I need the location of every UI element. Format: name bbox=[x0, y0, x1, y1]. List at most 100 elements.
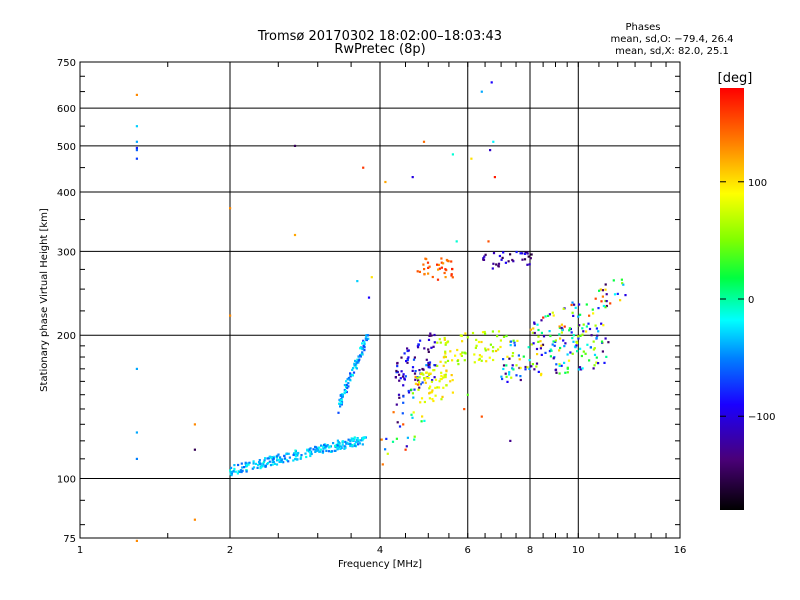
data-point bbox=[519, 252, 522, 255]
data-point bbox=[423, 379, 426, 382]
data-point bbox=[358, 439, 361, 442]
data-point bbox=[423, 347, 426, 350]
data-point bbox=[340, 402, 343, 405]
x-tick-label: 16 bbox=[674, 545, 687, 556]
data-point bbox=[252, 466, 256, 469]
data-point bbox=[444, 343, 447, 346]
data-point bbox=[570, 331, 573, 334]
data-point bbox=[535, 365, 538, 368]
data-point bbox=[509, 253, 512, 256]
data-point bbox=[423, 272, 426, 276]
data-point bbox=[501, 256, 504, 259]
data-point bbox=[282, 461, 285, 464]
data-point bbox=[426, 261, 430, 264]
data-point bbox=[433, 341, 436, 344]
data-point bbox=[526, 263, 529, 266]
y-tick-label: 750 bbox=[57, 58, 76, 69]
data-point bbox=[490, 81, 493, 84]
data-point bbox=[540, 372, 543, 375]
data-point bbox=[487, 348, 490, 351]
data-point bbox=[563, 361, 566, 364]
data-point bbox=[579, 347, 582, 350]
data-point bbox=[433, 376, 436, 379]
phases-label: Phases bbox=[625, 22, 660, 33]
x-axis-label: Frequency [MHz] bbox=[338, 559, 422, 570]
data-point bbox=[473, 353, 476, 356]
data-point bbox=[524, 365, 527, 369]
data-point bbox=[566, 371, 569, 374]
data-point bbox=[385, 437, 388, 440]
data-point bbox=[572, 314, 575, 317]
data-point bbox=[268, 455, 271, 458]
data-point bbox=[558, 363, 561, 366]
data-point bbox=[529, 257, 532, 260]
data-point bbox=[588, 327, 592, 331]
data-point bbox=[513, 344, 516, 347]
data-point bbox=[555, 371, 558, 374]
data-point bbox=[340, 399, 343, 402]
data-point bbox=[348, 378, 351, 381]
data-point bbox=[135, 140, 138, 143]
data-point bbox=[436, 278, 440, 281]
data-point bbox=[548, 350, 551, 353]
data-point bbox=[268, 460, 271, 463]
data-point bbox=[495, 349, 498, 353]
data-point bbox=[563, 345, 566, 348]
data-point bbox=[443, 374, 446, 377]
data-point bbox=[532, 342, 535, 345]
data-point bbox=[451, 391, 454, 394]
data-point bbox=[463, 408, 466, 411]
data-point bbox=[554, 339, 557, 342]
data-point bbox=[346, 378, 349, 381]
data-point bbox=[466, 336, 469, 339]
data-point bbox=[533, 321, 536, 324]
data-point bbox=[473, 361, 476, 364]
data-point bbox=[416, 377, 419, 380]
data-point bbox=[516, 339, 519, 342]
data-point bbox=[248, 461, 251, 464]
data-point bbox=[299, 456, 303, 459]
data-point bbox=[343, 392, 346, 395]
data-point bbox=[499, 345, 502, 349]
data-point bbox=[401, 412, 404, 415]
data-point bbox=[349, 444, 352, 448]
data-point bbox=[508, 371, 511, 374]
data-point bbox=[619, 299, 622, 302]
data-point bbox=[502, 335, 506, 338]
data-point bbox=[399, 377, 402, 380]
data-point bbox=[341, 440, 345, 443]
data-point bbox=[258, 461, 261, 464]
data-point bbox=[351, 439, 354, 442]
data-point bbox=[497, 265, 500, 268]
data-point bbox=[489, 149, 492, 152]
data-point bbox=[135, 93, 138, 96]
data-point bbox=[339, 394, 342, 397]
data-point bbox=[428, 387, 431, 390]
data-point bbox=[292, 459, 295, 462]
data-point bbox=[363, 349, 366, 352]
data-point bbox=[420, 420, 423, 423]
data-point bbox=[422, 140, 426, 143]
data-point bbox=[337, 411, 340, 414]
data-point bbox=[361, 342, 364, 345]
data-point bbox=[295, 452, 298, 455]
data-point bbox=[341, 393, 344, 396]
data-point bbox=[418, 270, 421, 273]
data-point bbox=[264, 464, 267, 467]
data-point bbox=[621, 282, 624, 285]
data-point bbox=[561, 329, 564, 332]
data-point bbox=[572, 334, 575, 337]
data-point bbox=[442, 262, 445, 265]
data-point bbox=[440, 257, 443, 260]
data-point bbox=[444, 268, 447, 271]
data-point bbox=[256, 466, 259, 469]
data-point bbox=[558, 333, 561, 336]
data-point bbox=[601, 295, 604, 298]
data-point bbox=[444, 373, 447, 376]
data-point bbox=[570, 303, 573, 307]
data-point bbox=[358, 442, 361, 445]
data-point bbox=[396, 370, 399, 374]
data-point bbox=[558, 364, 561, 367]
data-point bbox=[492, 350, 495, 353]
data-point bbox=[277, 458, 280, 462]
